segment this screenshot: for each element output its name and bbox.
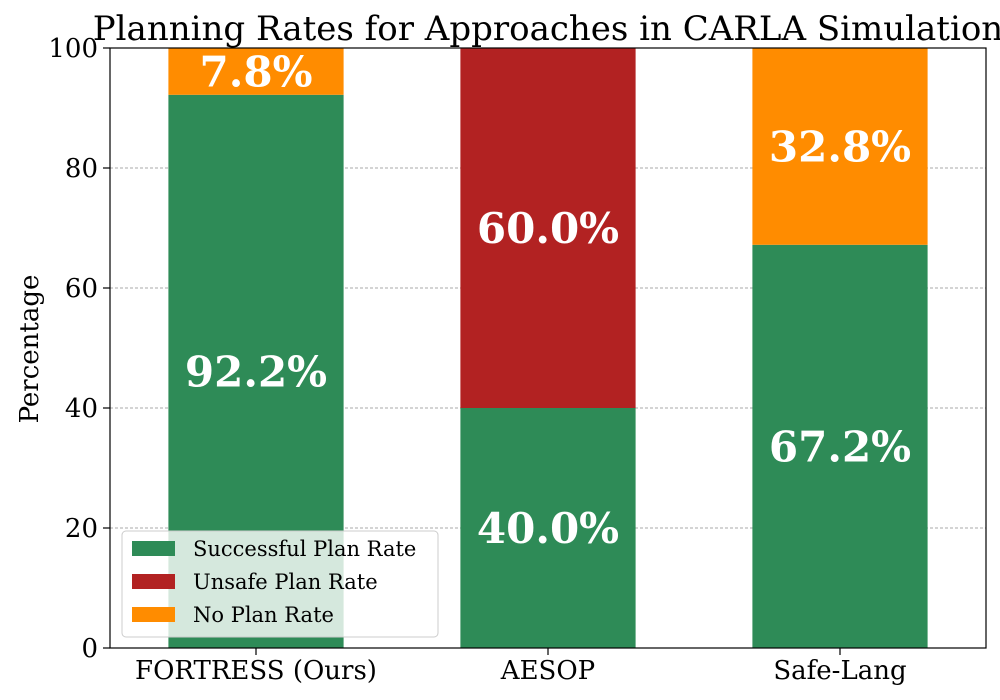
y-tick-label-100: 100 — [48, 34, 98, 64]
legend-swatch-2 — [132, 607, 175, 622]
bar-unsafe-plan-rate-1 — [460, 48, 636, 408]
y-axis-label: Percentage — [15, 275, 45, 424]
x-tick-label-1: AESOP — [500, 656, 595, 686]
x-tick-label-2: Safe-Lang — [773, 656, 906, 686]
data-label-0-2: 67.2% — [769, 422, 911, 471]
legend: Successful Plan Rate Unsafe Plan Rate No P… — [121, 530, 439, 638]
x-axis-ticks: FORTRESS (Ours) AESOP Safe-Lang — [135, 648, 907, 686]
data-label-0-0: 92.2% — [185, 347, 327, 396]
legend-swatch-0 — [132, 541, 175, 556]
y-axis-ticks: 0 20 40 60 80 100 — [48, 34, 110, 664]
bar-labels-group: 92.2% 7.8% 40.0% 60.0% 67.2% 32.8% — [185, 47, 911, 553]
legend-label-1: Unsafe Plan Rate — [193, 570, 378, 594]
data-label-2-2: 32.8% — [769, 122, 911, 171]
bar-no-plan-rate-0 — [168, 48, 344, 95]
legend-label-0: Successful Plan Rate — [193, 537, 416, 561]
bar-successful-plan-rate-2 — [752, 244, 928, 649]
legend-box — [121, 530, 439, 638]
bars-group — [168, 48, 928, 649]
legend-swatch-1 — [132, 574, 175, 589]
y-tick-label-80: 80 — [65, 154, 98, 184]
bar-no-plan-rate-2 — [752, 48, 928, 245]
x-tick-label-0: FORTRESS (Ours) — [135, 656, 377, 686]
legend-label-2: No Plan Rate — [193, 603, 334, 627]
y-tick-label-40: 40 — [65, 394, 98, 424]
chart-title: Planning Rates for Approaches in CARLA S… — [93, 9, 1000, 49]
data-label-1-1: 60.0% — [477, 204, 619, 253]
y-tick-label-20: 20 — [65, 514, 98, 544]
y-tick-label-0: 0 — [81, 634, 98, 664]
data-label-0-1: 40.0% — [477, 504, 619, 553]
data-label-2-0: 7.8% — [200, 47, 313, 96]
bar-successful-plan-rate-1 — [460, 408, 636, 648]
y-tick-label-60: 60 — [65, 274, 98, 304]
